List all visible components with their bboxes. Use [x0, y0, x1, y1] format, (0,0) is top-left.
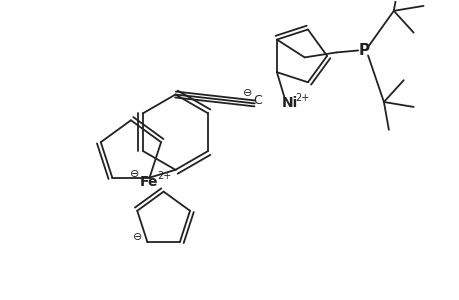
- Text: P: P: [358, 43, 369, 58]
- Text: ⊖: ⊖: [130, 169, 139, 179]
- Text: Fe: Fe: [139, 175, 157, 189]
- Text: Ni: Ni: [281, 96, 297, 110]
- Text: ⊖: ⊖: [243, 88, 252, 98]
- Text: ⊖: ⊖: [133, 232, 142, 242]
- Text: 2+: 2+: [157, 171, 171, 181]
- Text: C: C: [253, 94, 262, 107]
- Text: 2+: 2+: [295, 94, 309, 103]
